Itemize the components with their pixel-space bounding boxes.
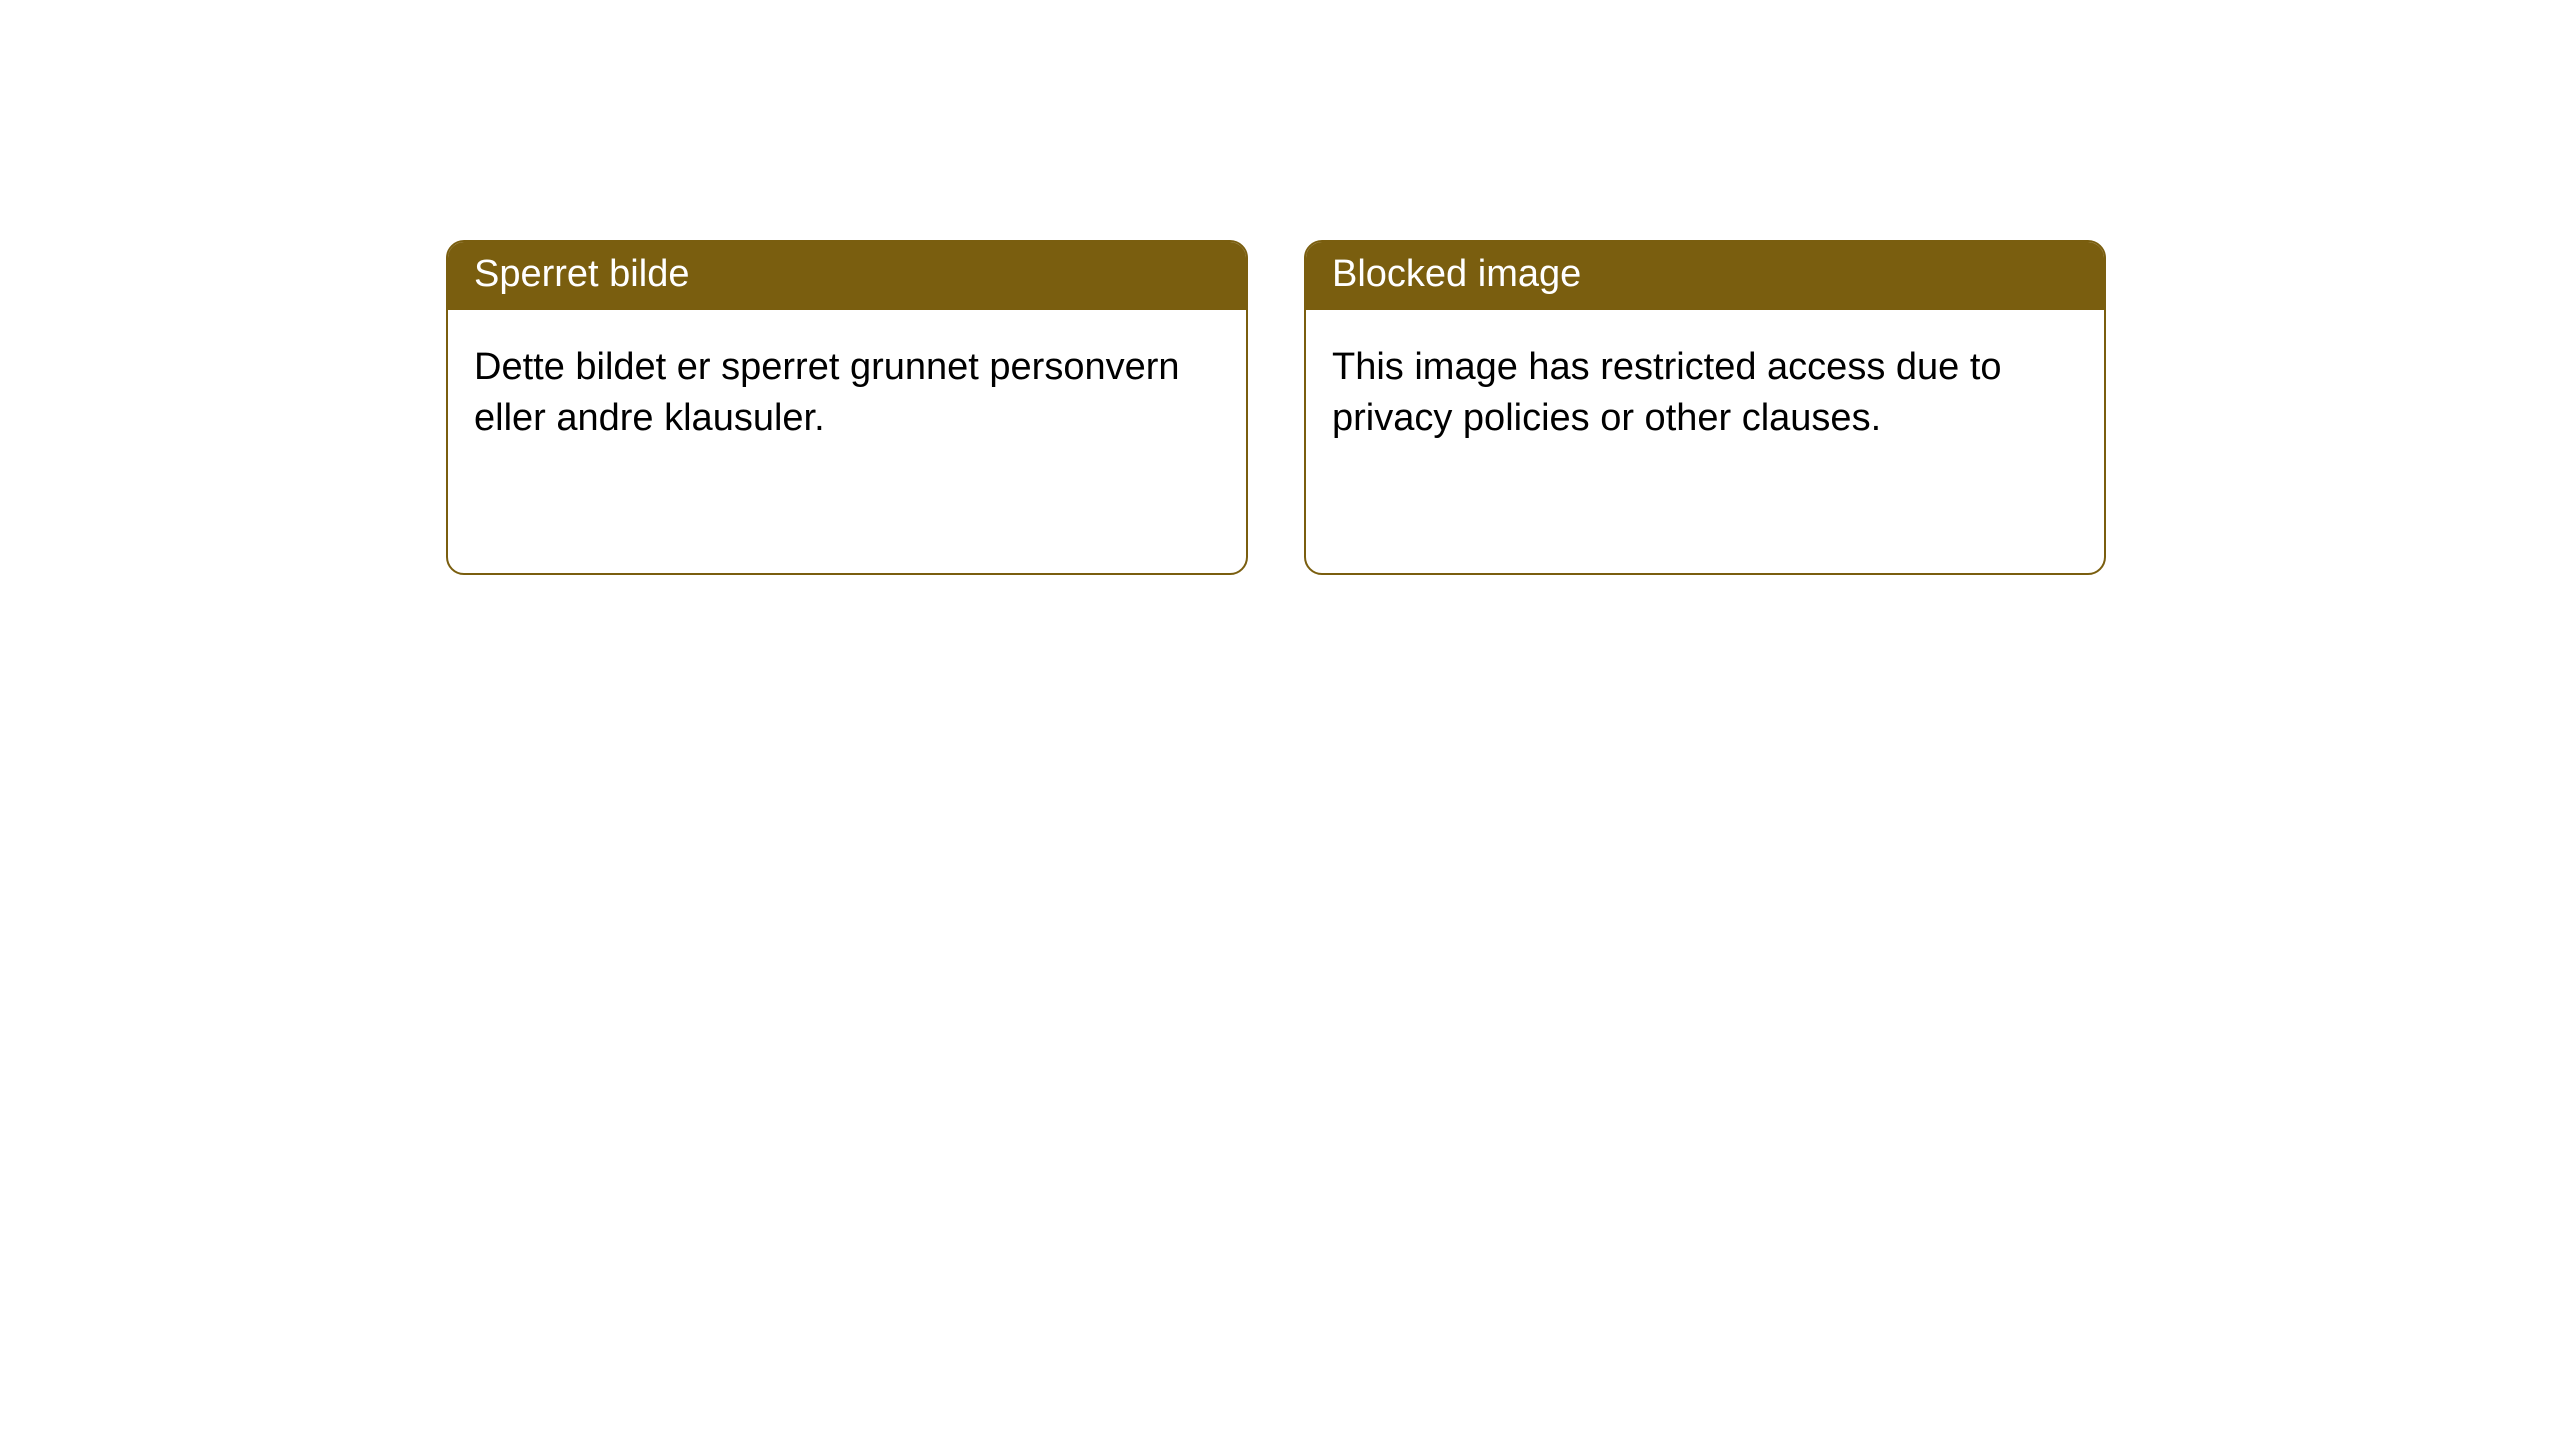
card-header-english: Blocked image (1306, 242, 2104, 310)
blocked-image-card-english: Blocked image This image has restricted … (1304, 240, 2106, 575)
card-header-norwegian: Sperret bilde (448, 242, 1246, 310)
card-body-english: This image has restricted access due to … (1306, 310, 2104, 477)
card-body-norwegian: Dette bildet er sperret grunnet personve… (448, 310, 1246, 477)
notice-cards-container: Sperret bilde Dette bildet er sperret gr… (0, 0, 2560, 575)
blocked-image-card-norwegian: Sperret bilde Dette bildet er sperret gr… (446, 240, 1248, 575)
